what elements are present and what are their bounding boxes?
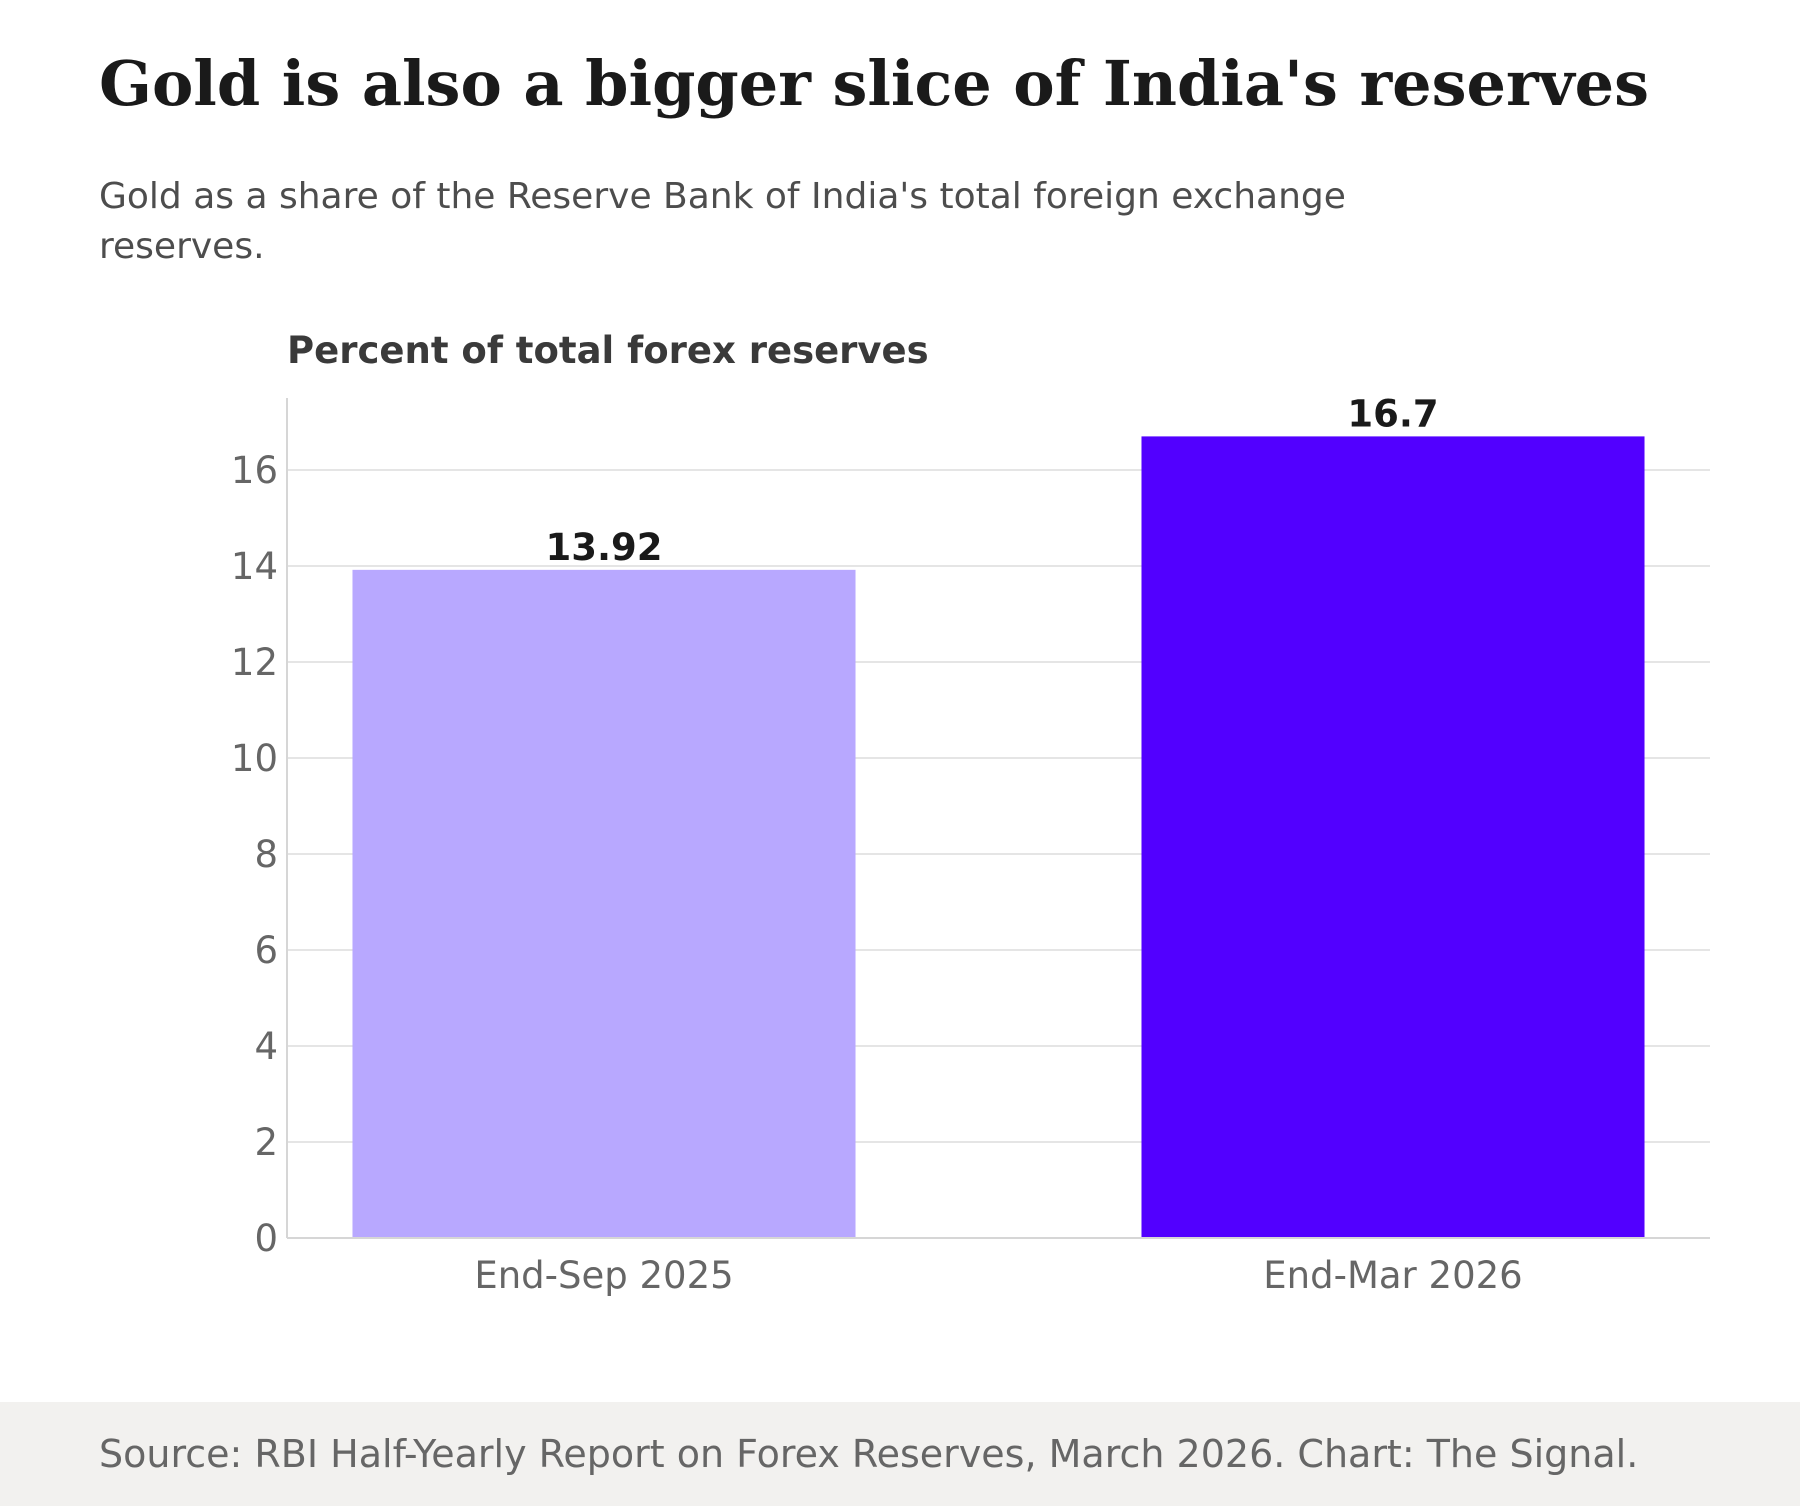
y-axis-title: Percent of total forex reserves bbox=[287, 329, 929, 372]
x-tick-label: End-Sep 2025 bbox=[474, 1254, 733, 1297]
y-tick-label: 12 bbox=[231, 641, 278, 684]
y-tick-label: 4 bbox=[254, 1025, 278, 1068]
bar bbox=[1141, 436, 1645, 1238]
y-tick-label: 2 bbox=[254, 1121, 278, 1164]
chart-title: Gold is also a bigger slice of India's r… bbox=[99, 47, 1649, 120]
y-tick-label: 0 bbox=[254, 1217, 278, 1260]
bar bbox=[352, 569, 856, 1238]
x-tick-label: End-Mar 2026 bbox=[1263, 1254, 1522, 1297]
chart-subtitle: Gold as a share of the Reserve Bank of I… bbox=[99, 176, 1346, 267]
y-tick-label: 8 bbox=[254, 833, 278, 876]
axes bbox=[286, 398, 1710, 1239]
bar-chart: Percent of total forex reserves 0 2 4 6 8 10 1… bbox=[231, 329, 1710, 1297]
bar-value-label: 13.92 bbox=[545, 526, 662, 569]
y-tick-label: 14 bbox=[231, 545, 278, 588]
y-tick-label: 16 bbox=[231, 449, 278, 492]
y-tick-label: 10 bbox=[231, 737, 278, 780]
bar-value-label: 16.7 bbox=[1347, 392, 1438, 435]
y-tick-label: 6 bbox=[254, 929, 278, 972]
footer: Source: RBI Half-Yearly Report on Forex … bbox=[0, 1402, 1800, 1506]
bars bbox=[352, 436, 1645, 1238]
labels: 0 2 4 6 8 10 12 14 16 13.92 End-Sep 2025 16.7 End-Ma… bbox=[231, 392, 1523, 1297]
source-note: Source: RBI Half-Yearly Report on Forex … bbox=[99, 1432, 1639, 1476]
